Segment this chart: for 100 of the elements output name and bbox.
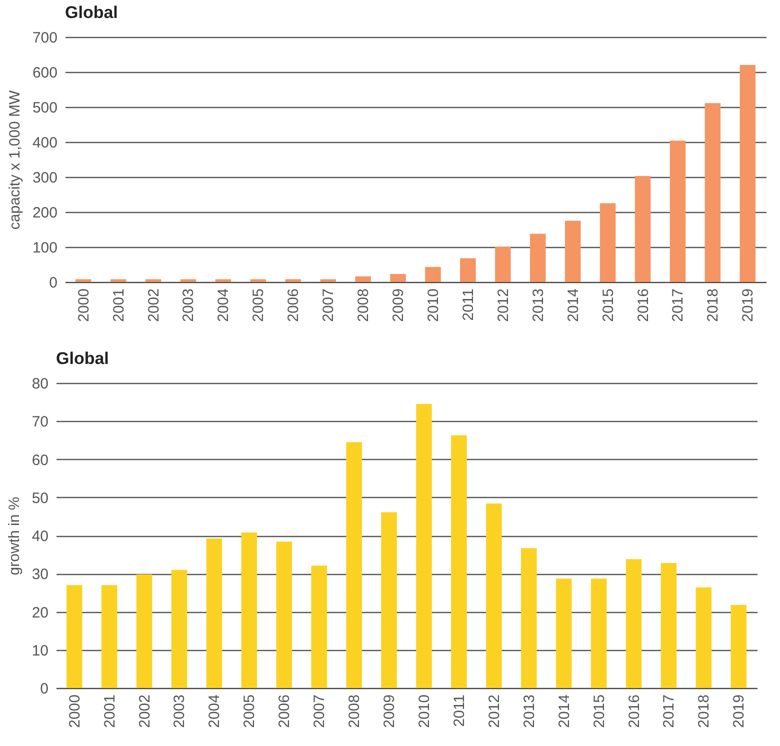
- x-tick-label: 2016: [626, 694, 643, 728]
- y-tick-label: 70: [32, 414, 48, 431]
- bar: [241, 532, 258, 688]
- y-tick-label: 600: [32, 64, 58, 82]
- x-tick-label: 2010: [424, 288, 442, 322]
- x-tick-label: 2011: [460, 288, 477, 321]
- x-tick-label: 2017: [660, 694, 678, 728]
- bar: [740, 65, 756, 282]
- bar: [381, 512, 397, 688]
- bar: [521, 548, 537, 688]
- x-tick-label: 2014: [556, 694, 573, 728]
- x-tick-label: 2019: [740, 288, 757, 322]
- bar: [145, 279, 162, 282]
- bar: [171, 570, 188, 688]
- x-tick-label: 2007: [311, 694, 328, 728]
- x-tick-label: 2002: [145, 288, 162, 322]
- bar: [730, 604, 747, 688]
- y-tick-label: 700: [32, 30, 58, 46]
- x-tick-label: 2005: [250, 288, 268, 322]
- x-tick-label: 2009: [381, 694, 398, 728]
- x-tick-label: 2009: [390, 288, 408, 322]
- x-tick-label: 2010: [416, 694, 433, 728]
- x-tick-label: 2008: [355, 288, 372, 322]
- bar: [451, 435, 467, 688]
- bar: [110, 279, 126, 282]
- y-tick-label: 60: [32, 452, 48, 469]
- x-tick-label: 2003: [171, 694, 188, 728]
- bar: [215, 279, 232, 282]
- bar: [530, 234, 546, 282]
- bar: [660, 562, 677, 688]
- bar: [704, 103, 721, 282]
- x-tick-label: 2011: [450, 694, 468, 727]
- x-tick-label: 2004: [215, 288, 232, 322]
- bar: [390, 274, 406, 282]
- bar: [311, 566, 327, 688]
- y-axis-title: capacity x 1,000 MW: [6, 90, 24, 230]
- bar: [320, 279, 336, 282]
- x-tick-label: 2004: [206, 694, 224, 728]
- x-tick-label: 2015: [590, 694, 608, 728]
- bar: [180, 279, 196, 282]
- x-tick-label: 2007: [320, 288, 338, 322]
- chart-title: Global: [56, 349, 109, 368]
- x-tick-label: 2019: [730, 694, 748, 728]
- x-tick-label: 2006: [285, 288, 302, 322]
- bar: [101, 585, 118, 688]
- x-tick-label: 2015: [600, 288, 617, 322]
- bar: [285, 279, 301, 282]
- y-tick-label: 400: [32, 134, 58, 152]
- y-tick-label: 50: [32, 490, 48, 507]
- bar: [425, 266, 441, 282]
- bar: [556, 578, 572, 688]
- x-tick-label: 2013: [530, 288, 547, 322]
- bar: [416, 404, 432, 688]
- y-tick-label: 0: [40, 680, 48, 698]
- y-tick-label: 500: [32, 100, 58, 116]
- y-tick-label: 40: [32, 528, 48, 545]
- x-tick-label: 2012: [486, 694, 503, 728]
- bar: [355, 276, 371, 282]
- bar: [346, 442, 362, 688]
- bar: [495, 246, 511, 282]
- x-tick-label: 2003: [180, 288, 198, 322]
- bar: [66, 585, 82, 688]
- x-tick-label: 2018: [704, 288, 722, 322]
- x-tick-label: 2018: [696, 694, 713, 728]
- x-tick-label: 2005: [241, 694, 258, 728]
- y-tick-label: 30: [32, 566, 48, 584]
- bar: [670, 140, 686, 282]
- x-tick-label: 2001: [101, 694, 118, 728]
- bar: [486, 503, 502, 688]
- bar: [206, 538, 222, 688]
- x-tick-label: 2016: [634, 288, 652, 322]
- bar: [600, 203, 616, 282]
- y-tick-label: 0: [49, 274, 58, 292]
- bar: [626, 559, 642, 688]
- x-tick-label: 2017: [670, 288, 687, 322]
- bar: [564, 220, 581, 282]
- y-tick-label: 200: [32, 204, 58, 222]
- y-axis-title: growth in %: [6, 496, 23, 576]
- bar: [136, 574, 152, 688]
- y-tick-label: 80: [32, 376, 48, 392]
- x-tick-label: 2000: [75, 288, 92, 322]
- x-tick-label: 2000: [66, 694, 84, 728]
- x-tick-label: 2002: [136, 694, 154, 728]
- y-tick-label: 100: [32, 240, 58, 256]
- bar: [634, 176, 651, 282]
- x-tick-label: 2013: [520, 694, 538, 728]
- x-tick-label: 2001: [110, 288, 128, 322]
- bar: [460, 258, 476, 282]
- bar: [250, 279, 266, 282]
- chart-title: Global: [65, 3, 118, 22]
- bar: [276, 542, 292, 688]
- bar: [590, 578, 607, 688]
- bar: [75, 279, 92, 282]
- x-tick-label: 2008: [346, 694, 364, 728]
- y-tick-label: 300: [32, 170, 58, 186]
- x-tick-label: 2012: [494, 288, 512, 322]
- bar: [696, 587, 712, 688]
- x-tick-label: 2014: [564, 288, 582, 322]
- y-tick-label: 10: [32, 642, 48, 660]
- y-tick-label: 20: [32, 604, 48, 622]
